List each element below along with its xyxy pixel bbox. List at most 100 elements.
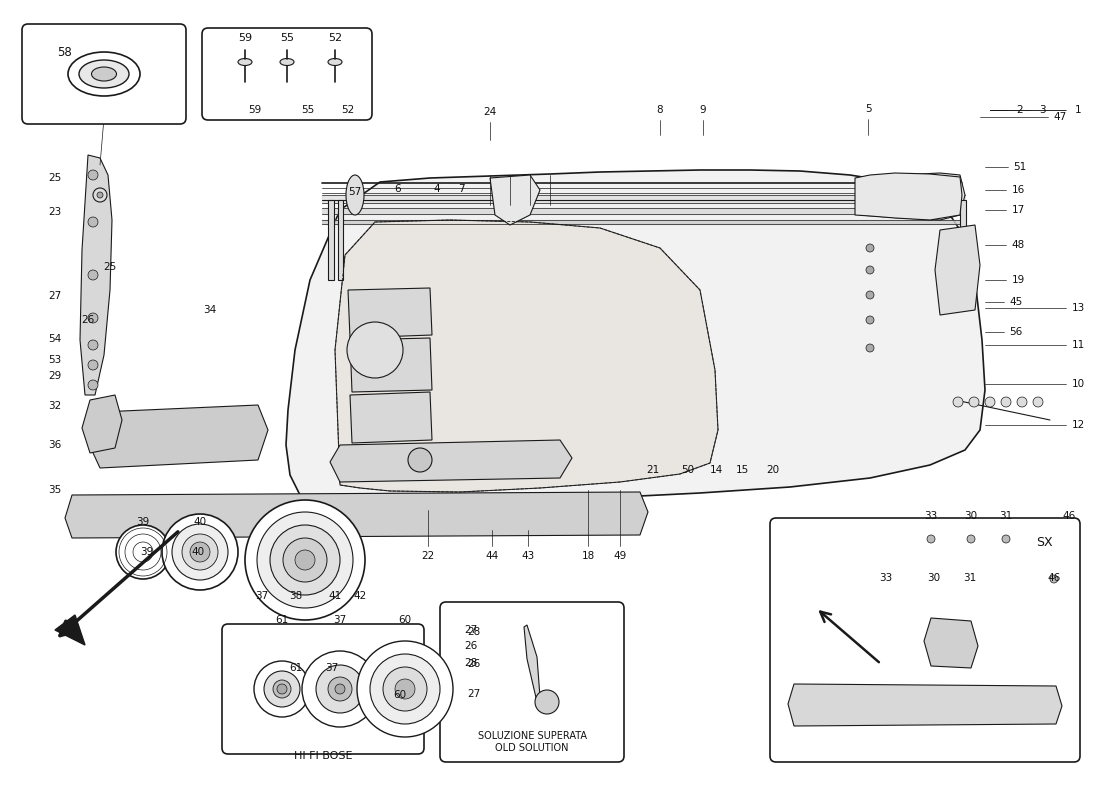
Text: 27: 27 — [48, 291, 62, 301]
Text: 6: 6 — [395, 184, 402, 194]
Text: 11: 11 — [1071, 340, 1085, 350]
Text: 43: 43 — [521, 551, 535, 561]
Text: 30: 30 — [965, 511, 978, 521]
Text: 50: 50 — [681, 465, 694, 475]
Circle shape — [620, 320, 780, 480]
Text: 29: 29 — [48, 371, 62, 381]
Circle shape — [162, 514, 238, 590]
Circle shape — [640, 340, 760, 460]
Text: 36: 36 — [48, 440, 62, 450]
Circle shape — [535, 690, 559, 714]
Text: 59: 59 — [238, 33, 252, 43]
Polygon shape — [330, 440, 572, 482]
Text: 7: 7 — [458, 184, 464, 194]
Circle shape — [88, 270, 98, 280]
Text: 60: 60 — [398, 615, 411, 625]
Text: ferrari: ferrari — [740, 271, 921, 329]
Text: 61: 61 — [289, 663, 302, 673]
Circle shape — [295, 550, 315, 570]
Polygon shape — [88, 405, 268, 468]
Text: 53: 53 — [48, 355, 62, 365]
Text: 56: 56 — [1010, 327, 1023, 337]
Polygon shape — [65, 492, 648, 538]
Circle shape — [316, 665, 364, 713]
Circle shape — [953, 397, 962, 407]
Text: 42: 42 — [353, 591, 366, 601]
Text: 24: 24 — [483, 107, 496, 117]
Circle shape — [967, 535, 975, 543]
Text: 39: 39 — [141, 547, 154, 557]
Circle shape — [927, 535, 935, 543]
Text: 37: 37 — [333, 615, 346, 625]
Polygon shape — [336, 220, 718, 492]
Text: 23: 23 — [48, 207, 62, 217]
Circle shape — [245, 500, 365, 620]
Circle shape — [257, 512, 353, 608]
Circle shape — [866, 316, 874, 324]
Circle shape — [346, 322, 403, 378]
Text: 13: 13 — [1071, 303, 1085, 313]
Text: 52: 52 — [328, 33, 342, 43]
Text: 25: 25 — [103, 262, 117, 272]
Ellipse shape — [280, 58, 294, 66]
Text: 52: 52 — [341, 105, 354, 115]
Text: 28: 28 — [464, 658, 477, 668]
Polygon shape — [350, 392, 432, 443]
Text: 33: 33 — [879, 573, 892, 583]
Circle shape — [273, 680, 292, 698]
Polygon shape — [82, 395, 122, 453]
Text: 27: 27 — [468, 689, 481, 699]
Text: 1: 1 — [1075, 105, 1081, 115]
Circle shape — [1002, 535, 1010, 543]
Text: 48: 48 — [1011, 240, 1024, 250]
Bar — [338, 200, 343, 280]
Text: 30: 30 — [927, 573, 940, 583]
Text: SOLUZIONE SUPERATA: SOLUZIONE SUPERATA — [477, 731, 586, 741]
FancyBboxPatch shape — [440, 602, 624, 762]
Ellipse shape — [79, 60, 129, 88]
Text: 60: 60 — [394, 690, 407, 700]
Circle shape — [984, 397, 996, 407]
Text: 59: 59 — [249, 105, 262, 115]
Text: 31: 31 — [964, 573, 977, 583]
Text: 10: 10 — [1071, 379, 1085, 389]
Circle shape — [1050, 575, 1058, 583]
Circle shape — [328, 677, 352, 701]
Text: 15: 15 — [736, 465, 749, 475]
Text: 61: 61 — [275, 615, 288, 625]
Text: 54: 54 — [48, 334, 62, 344]
Circle shape — [866, 244, 874, 252]
Circle shape — [182, 534, 218, 570]
Circle shape — [866, 266, 874, 274]
Text: 26: 26 — [81, 315, 95, 325]
Circle shape — [88, 340, 98, 350]
Bar — [328, 200, 334, 280]
Circle shape — [370, 654, 440, 724]
Text: 4: 4 — [433, 184, 440, 194]
Text: innovation: innovation — [539, 409, 702, 451]
Text: 31: 31 — [1000, 511, 1013, 521]
Text: 38: 38 — [289, 591, 302, 601]
Circle shape — [270, 525, 340, 595]
Text: 5: 5 — [865, 104, 871, 114]
Text: 27: 27 — [464, 625, 477, 635]
Circle shape — [88, 170, 98, 180]
Circle shape — [88, 360, 98, 370]
Text: 8: 8 — [657, 105, 663, 115]
Circle shape — [88, 380, 98, 390]
Polygon shape — [286, 170, 984, 500]
Ellipse shape — [91, 67, 117, 81]
Circle shape — [1018, 397, 1027, 407]
Text: 58: 58 — [57, 46, 73, 58]
Text: 19: 19 — [1011, 275, 1024, 285]
Text: 17: 17 — [1011, 205, 1024, 215]
Ellipse shape — [328, 58, 342, 66]
Text: 26: 26 — [468, 659, 481, 669]
Text: 28: 28 — [468, 627, 481, 637]
Polygon shape — [860, 173, 965, 220]
Circle shape — [395, 679, 415, 699]
Circle shape — [190, 542, 210, 562]
Polygon shape — [524, 625, 540, 702]
Polygon shape — [924, 618, 978, 668]
Text: 40: 40 — [194, 517, 207, 527]
